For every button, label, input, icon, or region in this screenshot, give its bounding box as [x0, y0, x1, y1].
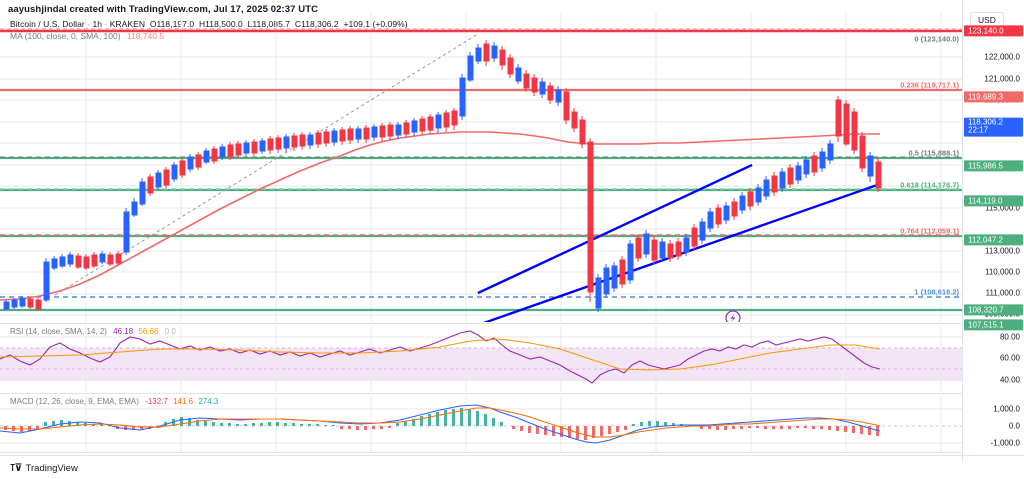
rsi-tick: 80.00: [999, 332, 1020, 342]
macd-line: [0, 404, 881, 444]
macd-signal-line: [0, 407, 881, 438]
macd-indicator-legend[interactable]: MACD (12, 26, close, 9, EMA, EMA) -132.7…: [10, 397, 218, 406]
symbol-name[interactable]: Bitcoin / U.S. Dollar: [10, 19, 85, 29]
rsi-tick: 40.00: [999, 375, 1020, 385]
price-tag-support4: 108,320.7: [964, 304, 1023, 316]
macd-tick: 1,000.0: [993, 404, 1020, 414]
ohlc-low: L118,085.7: [247, 19, 291, 29]
rsi-legend-name: RSI (14, close, SMA, 14, 2): [10, 327, 107, 336]
flash-marker-icon: [725, 310, 741, 322]
macd-grid: [0, 395, 962, 451]
macd-chart-svg: [0, 395, 962, 451]
price-pane[interactable]: 0 (123,140.0) 0.236 (119,717.1) 0.5 (115…: [0, 12, 962, 322]
fib-label-0764: 0.764 (112,059.1): [900, 226, 959, 236]
symbol-quote-legend: Bitcoin / U.S. Dollar - 1h · KRAKEN O118…: [10, 19, 408, 29]
fib-label-0236: 0.236 (119,717.1): [900, 80, 959, 90]
rsi-pane[interactable]: RSI (14, close, SMA, 14, 2) 46.18 56.66 …: [0, 325, 962, 392]
price-tag-fib0236: 119,689.3: [964, 91, 1023, 103]
price-tag-support5: 107,515.1: [964, 319, 1023, 331]
fib-label-05: 0.5 (115,888.1): [908, 148, 959, 158]
trendline-dashed: [54, 33, 479, 296]
price-tick: 111,000.0: [985, 288, 1020, 298]
rsi-band: [0, 348, 962, 381]
price-tick: 110,000.0: [985, 267, 1020, 277]
macd-pane[interactable]: MACD (12, 26, close, 9, EMA, EMA) -132.7…: [0, 395, 962, 451]
grid-lines: [0, 12, 962, 322]
candlestick-series: [3, 40, 882, 312]
ohlc-high: H118,500.0: [198, 19, 243, 29]
ohlc-close: C118,306.2: [294, 19, 339, 29]
fib-label-0618: 0.618 (114,176.7): [900, 180, 959, 190]
macd-legend-name: MACD (12, 26, close, 9, EMA, EMA): [10, 397, 139, 406]
price-tag-support1: 115,986.5: [964, 160, 1023, 172]
pane-divider-macd-bottom: [0, 452, 962, 453]
price-tag-support2: 114,119.0: [964, 195, 1023, 207]
fib-label-1: 1 (108,616.2): [914, 287, 959, 297]
rsi-line: [0, 330, 881, 384]
price-chart-svg: [0, 12, 962, 322]
price-tag-last: 118,306.2 22:17: [964, 117, 1023, 137]
macd-value: -132.7: [145, 397, 168, 406]
last-price-value: 118,306.2: [968, 117, 1003, 127]
price-tick: 121,000.0: [984, 74, 1020, 84]
ohlc-open: O118,197.0: [149, 19, 195, 29]
fib-label-0: 0 (123,140.0): [914, 34, 959, 44]
rsi-chart-svg: [0, 325, 962, 392]
rsi-tick: 60.00: [999, 353, 1020, 363]
rsi-indicator-legend[interactable]: RSI (14, close, SMA, 14, 2) 46.18 56.66 …: [10, 327, 176, 336]
macd-hist-value: 274.3: [198, 397, 219, 406]
price-tick: 115,000.0: [985, 203, 1020, 213]
fibonacci-levels: [0, 28, 962, 312]
tradingview-logo-icon: ⊺⊽: [10, 463, 23, 474]
last-price-countdown: 22:17: [968, 126, 989, 135]
pane-divider-price-rsi: [0, 323, 962, 324]
footer: ⊺⊽ TradingView: [0, 462, 1024, 479]
rsi-value: 46.18: [113, 327, 134, 336]
ma-indicator-legend[interactable]: MA (100, close, 0, SMA, 100) 118,740.5: [10, 31, 164, 41]
rsi-extra-values: 0 0: [164, 327, 176, 336]
tradingview-logo[interactable]: ⊺⊽ TradingView: [10, 463, 78, 474]
price-axis-divider: [962, 0, 963, 455]
macd-tick: 0.0: [1008, 421, 1020, 431]
pane-divider-rsi-macd: [0, 393, 962, 394]
ma-indicator-name: MA (100, close, 0, SMA, 100): [10, 31, 121, 41]
ma100-line: [0, 131, 880, 301]
tradingview-brand-label: TradingView: [25, 463, 78, 474]
attribution-text: aayushjindal created with TradingView.co…: [8, 4, 319, 15]
macd-tick: -1,000.0: [990, 438, 1020, 448]
price-tick: 122,000.0: [984, 52, 1020, 62]
price-axis[interactable]: USD 122,000.0 121,000.0 120,000.0 119,00…: [962, 0, 1024, 455]
price-change: +109.1 (+0.09%): [343, 19, 408, 29]
price-tag-support3: 112,047.2: [964, 234, 1023, 246]
macd-signal-value: 141.6: [173, 397, 194, 406]
price-tick: 113,000.0: [985, 246, 1020, 256]
time-axis-divider: [0, 455, 1024, 456]
rsi-sma-line: [0, 338, 881, 371]
exchange-label: KRAKEN: [109, 19, 146, 29]
rsi-sma-value: 56.66: [138, 327, 159, 336]
interval-label[interactable]: 1h: [92, 19, 103, 29]
ma-indicator-value: 118,740.5: [126, 31, 165, 41]
price-tag-fib0: 123,140.0: [964, 25, 1023, 37]
